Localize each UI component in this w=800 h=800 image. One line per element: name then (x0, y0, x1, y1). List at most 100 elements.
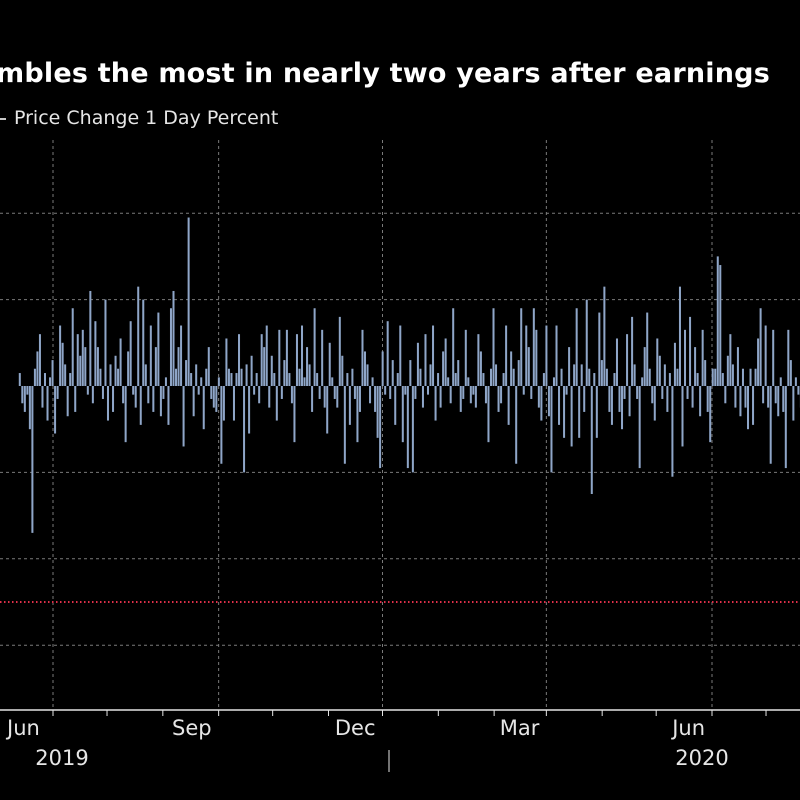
bar (621, 386, 624, 430)
bar (512, 368, 515, 386)
bar (651, 386, 654, 404)
bar (484, 386, 487, 404)
bar (492, 308, 495, 386)
bar (207, 347, 210, 386)
bar (200, 377, 203, 386)
bar (36, 351, 39, 386)
bar (643, 347, 646, 386)
bar (421, 386, 424, 408)
bar (593, 373, 596, 386)
bar (89, 290, 92, 386)
bar (94, 321, 97, 386)
bar (134, 386, 137, 408)
bar (371, 377, 374, 386)
bar (613, 373, 616, 386)
bar (583, 386, 586, 412)
bar (64, 364, 67, 386)
bar (618, 386, 621, 412)
bar (406, 386, 409, 469)
bar (689, 316, 692, 386)
bar (424, 334, 427, 386)
bar (99, 368, 102, 386)
bar (759, 308, 762, 386)
bar (220, 386, 223, 464)
bar (673, 342, 676, 386)
bar (361, 329, 364, 386)
bar (363, 351, 367, 386)
bar (628, 386, 631, 417)
bar (578, 386, 581, 438)
bar (573, 364, 576, 386)
bar (79, 355, 82, 386)
bar (129, 321, 132, 386)
bar (84, 347, 87, 386)
bar (741, 368, 744, 386)
bar (648, 368, 651, 386)
bar (434, 386, 437, 421)
bar (401, 386, 404, 443)
bar (767, 386, 770, 408)
bar (666, 386, 669, 412)
bar (676, 368, 679, 386)
bar (28, 386, 31, 430)
bar (704, 360, 707, 386)
bar (250, 355, 253, 386)
bar (275, 386, 278, 421)
bar (419, 368, 422, 386)
x-tick-label: Jun (670, 716, 705, 740)
bar (172, 290, 175, 386)
bar (472, 386, 475, 395)
bar (452, 308, 455, 386)
bar (71, 308, 74, 386)
bar (429, 364, 432, 386)
bar (600, 360, 603, 386)
bar (41, 386, 44, 408)
bar (752, 386, 755, 425)
bar (215, 386, 218, 412)
bar (706, 386, 709, 412)
bar (187, 217, 190, 386)
bar (157, 312, 160, 386)
bar (225, 338, 228, 386)
bar (61, 342, 64, 386)
bar (154, 347, 157, 386)
bar (505, 325, 508, 386)
x-tick-label: Dec (335, 716, 376, 740)
bar (547, 386, 550, 417)
bar (399, 325, 402, 386)
bar (787, 329, 790, 386)
bar (495, 364, 498, 386)
bar (132, 386, 135, 395)
bar (646, 312, 649, 386)
bar (205, 368, 208, 386)
bar (457, 360, 460, 386)
bar (369, 386, 372, 404)
bar (792, 386, 795, 421)
bar (691, 386, 694, 408)
bar (585, 299, 588, 386)
bar (663, 364, 666, 386)
bar (162, 386, 165, 399)
bar (303, 377, 306, 386)
bar (779, 377, 782, 386)
bar (343, 386, 346, 464)
bar (265, 325, 268, 386)
bar (341, 355, 344, 386)
chart-title: mbles the most in nearly two years after… (0, 58, 770, 89)
bar (263, 347, 266, 386)
bar (316, 373, 319, 386)
bar (112, 386, 115, 412)
bars (18, 217, 800, 533)
bar (784, 386, 787, 469)
bar (122, 386, 125, 404)
bar (177, 347, 180, 386)
bar (535, 329, 538, 386)
bar (351, 368, 354, 386)
bar (464, 329, 467, 386)
bar (527, 347, 530, 386)
bar (525, 325, 528, 386)
bar (502, 373, 505, 386)
bar (227, 368, 230, 386)
bar (192, 386, 195, 417)
